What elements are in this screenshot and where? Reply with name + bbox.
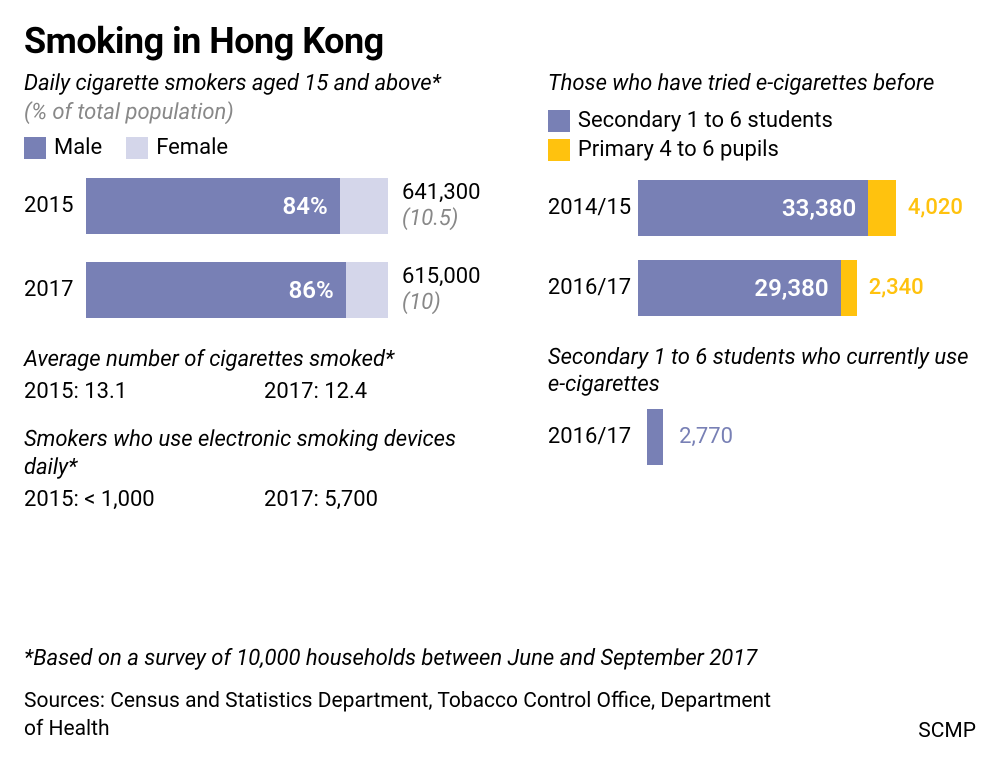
left-subtitle: Daily cigarette smokers aged 15 and abov… — [24, 70, 492, 98]
bar-track: 86% — [86, 262, 388, 318]
avg-2015: 2015: 13.1 — [24, 379, 204, 404]
right-bar-chart: 2014/1533,380 4,020 2016/1729,380 2,340 — [548, 180, 976, 316]
esmoke-block: Smokers who use electronic smoking devic… — [24, 426, 492, 512]
left-subnote: (% of total population) — [24, 100, 492, 125]
bar-pct-pop: (10.5) — [402, 206, 481, 231]
right-legend: Secondary 1 to 6 students Primary 4 to 6… — [548, 108, 976, 162]
legend-secondary-label: Secondary 1 to 6 students — [578, 108, 833, 133]
bar-segment-male: 86% — [86, 262, 346, 318]
avg-row: 2015: 13.1 2017: 12.4 — [24, 379, 492, 404]
page-title: Smoking in Hong Kong — [24, 20, 976, 62]
esmoke-2015: 2015: < 1,000 — [24, 487, 204, 512]
bar-primary-value: 4,020 — [908, 195, 963, 220]
primary-swatch — [548, 139, 570, 161]
esmoke-row: 2015: < 1,000 2017: 5,700 — [24, 487, 492, 512]
bar-total-labels: 641,300(10.5) — [402, 180, 481, 231]
columns: Daily cigarette smokers aged 15 and abov… — [24, 70, 976, 512]
female-swatch — [126, 137, 148, 159]
left-bar-chart: 201584% 641,300(10.5) 201786% 615,000(10) — [24, 178, 492, 318]
bar-primary-value: 2,340 — [869, 275, 924, 300]
avg-block: Average number of cigarettes smoked* 201… — [24, 346, 492, 405]
legend-male: Male — [24, 135, 102, 160]
male-swatch — [24, 137, 46, 159]
bar-total-labels: 615,000(10) — [402, 264, 481, 315]
legend-secondary: Secondary 1 to 6 students — [548, 108, 833, 133]
current-use-row: 2016/17 2,770 — [548, 409, 976, 465]
legend-primary-label: Primary 4 to 6 pupils — [578, 137, 779, 162]
bar-segment-female — [346, 262, 388, 318]
legend-primary: Primary 4 to 6 pupils — [548, 137, 779, 162]
current-use-year: 2016/17 — [548, 424, 631, 449]
esmoke-2017: 2017: 5,700 — [264, 487, 444, 512]
bar-year: 2016/17 — [548, 275, 638, 300]
bar-pct-pop: (10) — [402, 290, 481, 315]
sources: Sources: Census and Statistics Departmen… — [24, 688, 784, 743]
bar-track: 84% — [86, 178, 388, 234]
esmoke-title: Smokers who use electronic smoking devic… — [24, 426, 492, 481]
bar-year: 2014/15 — [548, 195, 638, 220]
legend-female: Female — [126, 135, 228, 160]
right-column: Those who have tried e-cigarettes before… — [548, 70, 976, 512]
bar-row: 201584% 641,300(10.5) — [24, 178, 492, 234]
right-subtitle: Those who have tried e-cigarettes before — [548, 70, 976, 98]
brand: SCMP — [918, 719, 976, 743]
legend-female-label: Female — [156, 135, 228, 160]
bar-segment-male: 84% — [86, 178, 340, 234]
bar-year: 2017 — [24, 277, 86, 302]
bar-segment-primary — [841, 260, 857, 316]
legend-male-label: Male — [54, 135, 102, 160]
avg-2017: 2017: 12.4 — [264, 379, 444, 404]
current-use-value: 2,770 — [679, 424, 733, 449]
current-use-bar — [647, 409, 663, 465]
left-column: Daily cigarette smokers aged 15 and abov… — [24, 70, 492, 512]
bar-segment-primary — [868, 180, 896, 236]
secondary-swatch — [548, 110, 570, 132]
bar-segment-secondary: 33,380 — [638, 180, 868, 236]
bar-year: 2015 — [24, 193, 86, 218]
current-use-title: Secondary 1 to 6 students who currently … — [548, 344, 976, 399]
footnote: *Based on a survey of 10,000 households … — [24, 646, 757, 671]
bar-track: 33,380 — [638, 180, 896, 236]
left-legend: Male Female — [24, 135, 492, 160]
avg-title: Average number of cigarettes smoked* — [24, 346, 492, 374]
bar-row: 2014/1533,380 4,020 — [548, 180, 976, 236]
bar-track: 29,380 — [638, 260, 857, 316]
bar-total: 615,000 — [402, 264, 481, 289]
bar-segment-secondary: 29,380 — [638, 260, 841, 316]
bar-row: 2016/1729,380 2,340 — [548, 260, 976, 316]
bar-total: 641,300 — [402, 180, 481, 205]
bar-segment-female — [340, 178, 388, 234]
bar-row: 201786% 615,000(10) — [24, 262, 492, 318]
current-use-block: Secondary 1 to 6 students who currently … — [548, 344, 976, 465]
